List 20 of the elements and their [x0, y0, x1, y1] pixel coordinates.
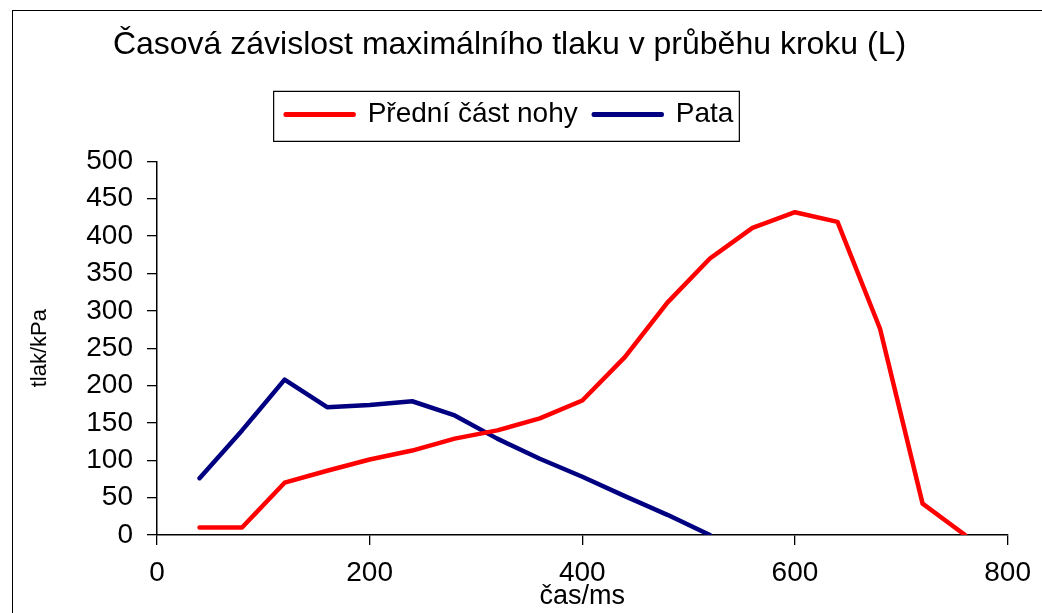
legend-label: Přední část nohy — [367, 97, 578, 129]
y-tick-label: 150 — [86, 405, 133, 437]
chart-title: Časová závislost maximálního tlaku v průběhu kroku (L) — [112, 25, 907, 62]
y-tick-label: 450 — [86, 181, 133, 213]
x-tick-label: 200 — [346, 555, 394, 587]
y-tick-label: 400 — [86, 218, 133, 250]
y-tick-label: 300 — [86, 293, 133, 325]
x-tick-label: 0 — [149, 555, 165, 587]
x-tick-label: 800 — [984, 555, 1031, 587]
legend-label: Pata — [675, 97, 734, 129]
y-tick-label: 500 — [86, 144, 133, 176]
y-axis-title: tlak/kPa — [26, 308, 52, 388]
y-tick-label: 50 — [101, 480, 133, 512]
y-tick-label: 250 — [86, 330, 133, 362]
y-tick-label: 100 — [86, 443, 133, 474]
x-tick-label: 600 — [771, 555, 819, 587]
y-tick-label: 350 — [86, 256, 133, 288]
x-axis-title: čas/ms — [539, 580, 626, 611]
y-tick-label: 200 — [86, 368, 133, 400]
y-tick-label: 0 — [117, 517, 133, 549]
